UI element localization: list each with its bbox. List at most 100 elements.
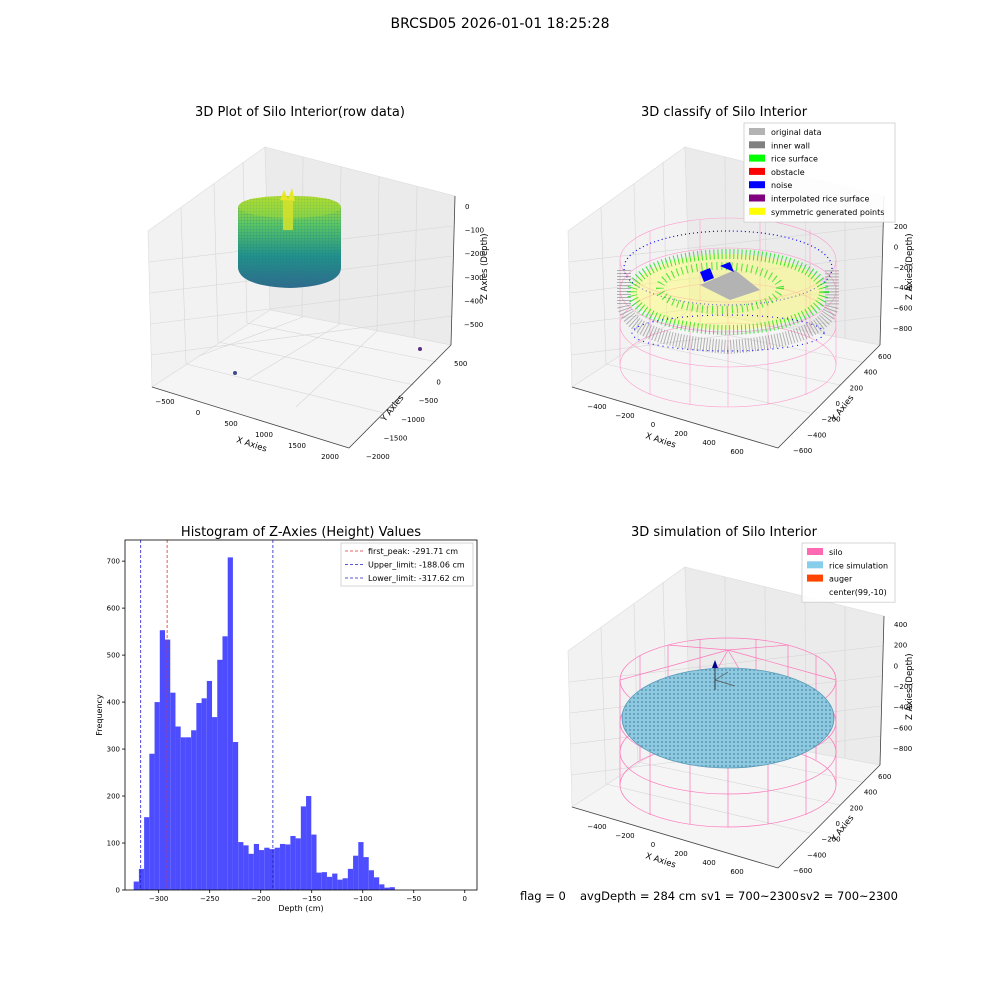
classify-legend-box xyxy=(743,122,896,223)
histogram-y-tick-label: 600 xyxy=(107,605,120,613)
classify-legend-swatch xyxy=(749,181,765,189)
histogram-x-tick-label: −300 xyxy=(149,895,168,903)
simulation-legend: silo rice simulation auger center(99,-10) xyxy=(801,542,896,603)
histogram-bar xyxy=(353,855,359,890)
classify-y-tick-label: 400 xyxy=(864,369,877,377)
classify-legend-label: inner wall xyxy=(771,141,810,150)
classify-y-tick-label: 600 xyxy=(878,353,891,361)
histogram-bar xyxy=(337,879,343,890)
classify-legend-label: rice surface xyxy=(771,155,818,164)
classify-z-tick-label: −200 xyxy=(894,264,913,272)
raw-y-tick-label: −2000 xyxy=(366,453,390,461)
histogram-y-tick-label: 300 xyxy=(107,746,120,754)
simulation-legend-label: center(99,-10) xyxy=(829,588,887,597)
histogram-x-tick-label: −100 xyxy=(353,895,372,903)
histogram-bar xyxy=(191,730,197,890)
histogram-bar xyxy=(232,742,239,890)
histogram-reference-lines xyxy=(140,540,274,890)
classify-y-tick-label: 200 xyxy=(850,384,863,392)
classify-legend-swatch xyxy=(749,207,765,215)
raw-x-tick-label: 1000 xyxy=(255,431,273,439)
histogram-bar xyxy=(384,887,390,890)
classify-y-tick-label: −600 xyxy=(793,447,812,455)
panel-simulation-title: 3D simulation of Silo Interior xyxy=(631,525,818,540)
histogram-bar xyxy=(149,753,155,890)
simulation-z-axis-label: Z Axies (Depth) xyxy=(905,653,915,720)
histogram-bar xyxy=(206,680,213,890)
histogram-bar xyxy=(222,636,228,890)
classify-legend-swatch xyxy=(749,154,765,162)
histogram-bar xyxy=(165,639,171,890)
histogram-bar xyxy=(326,876,333,890)
footer-sv2: sv2 = 700~2300 xyxy=(800,889,898,903)
classify-z-tick-label: 0 xyxy=(894,243,898,251)
histogram-bar xyxy=(321,872,327,890)
histogram-bar xyxy=(170,692,176,890)
histogram-legend-label: first_peak: -291.71 cm xyxy=(368,547,458,556)
simulation-y-tick-label: 600 xyxy=(878,773,891,781)
simulation-x-tick-label: 400 xyxy=(702,859,715,867)
histogram-frame xyxy=(124,539,478,891)
classify-x-tick-label: −200 xyxy=(615,412,634,420)
classify-z-tick-label: 200 xyxy=(894,223,907,231)
classify-point-cloud xyxy=(617,230,839,355)
footer-avg-depth: avgDepth = 284 cm xyxy=(580,889,697,903)
simulation-z-tick-label: 0 xyxy=(894,662,898,670)
histogram-title: Histogram of Z-Axies (Height) Values xyxy=(181,525,421,540)
histogram-y-axis-label: Frequency xyxy=(95,694,104,736)
simulation-y-tick-label: −400 xyxy=(807,851,826,859)
histogram-bar xyxy=(264,847,270,890)
simulation-x-tick-label: 0 xyxy=(651,841,655,849)
simulation-legend-label: silo xyxy=(829,548,843,557)
simulation-y-tick-label: −200 xyxy=(821,836,840,844)
simulation-z-tick-label: 400 xyxy=(894,621,907,629)
histogram-bar xyxy=(379,884,385,890)
raw-z-tick-label: −500 xyxy=(464,321,483,329)
histogram-y-ticks: 0 100 200 300 400 500 600 700 xyxy=(107,558,125,895)
raw-point-cloud xyxy=(238,188,341,288)
histogram-bar xyxy=(196,703,202,890)
raw-outlier-point xyxy=(418,347,422,351)
simulation-x-ticks: −400 −200 0 200 400 600 xyxy=(587,823,743,876)
raw-x-tick-label: 500 xyxy=(224,420,237,428)
histogram-bar xyxy=(248,853,254,890)
histogram-bar xyxy=(373,877,380,890)
raw-x-ticks: −500 0 500 1000 1500 2000 xyxy=(155,398,339,461)
histogram-bar xyxy=(138,868,145,890)
histogram-bar xyxy=(311,834,317,890)
histogram-bars xyxy=(133,557,395,890)
histogram-bar xyxy=(279,843,286,890)
classify-y-tick-label: −200 xyxy=(821,416,840,424)
raw-z-tick-label: 0 xyxy=(465,203,469,211)
histogram-bar xyxy=(368,870,374,890)
histogram-bar xyxy=(212,717,218,890)
raw-z-tick-label: −300 xyxy=(464,274,483,282)
raw-x-tick-label: 0 xyxy=(196,409,200,417)
classify-legend-label: obstacle xyxy=(771,168,805,177)
classify-x-axis-label: X Axies xyxy=(644,431,677,450)
histogram-legend-label: Lower_limit: -317.62 cm xyxy=(368,574,465,583)
histogram-bar xyxy=(144,817,150,890)
classify-z-ticks: 200 0 −200 −400 −600 −800 xyxy=(893,223,913,333)
histogram-bar xyxy=(227,557,233,890)
panel-classify: 3D classify of Silo Interior xyxy=(567,105,915,456)
raw-y-tick-label: −500 xyxy=(419,397,438,405)
histogram-bar xyxy=(347,868,354,890)
histogram-y-tick-label: 500 xyxy=(107,652,120,660)
histogram-x-tick-label: −250 xyxy=(200,895,219,903)
histogram-x-tick-label: −150 xyxy=(302,895,321,903)
raw-y-tick-label: 500 xyxy=(454,360,467,368)
simulation-legend-swatch xyxy=(807,574,823,582)
panel-classify-title: 3D classify of Silo Interior xyxy=(641,105,808,120)
histogram-bar xyxy=(154,702,160,890)
simulation-z-ticks: 400 200 0 −200 −400 −600 −800 xyxy=(893,621,913,753)
histogram-bar xyxy=(363,857,369,890)
histogram-bar xyxy=(243,845,249,890)
histogram-bar xyxy=(290,835,296,890)
panel-raw-data: 3D Plot of Silo Interior(row data) −5000… xyxy=(147,105,490,461)
simulation-y-tick-label: 0 xyxy=(836,820,840,828)
histogram-bar xyxy=(295,838,301,890)
classify-z-axis-label: Z Axies (Depth) xyxy=(905,233,915,300)
simulation-x-tick-label: −200 xyxy=(615,832,634,840)
